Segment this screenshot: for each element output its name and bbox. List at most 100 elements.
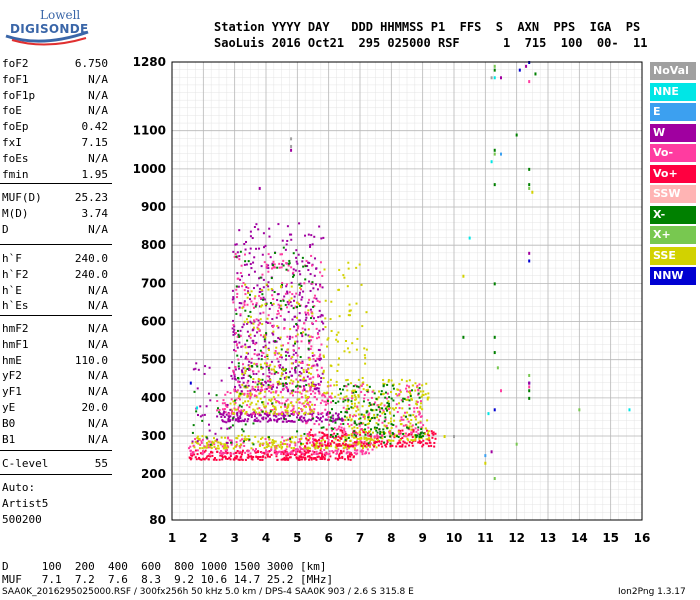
echo-dot [252,261,255,264]
echo-dot [305,438,308,441]
echo-dot [250,361,253,364]
echo-dot [407,434,410,437]
echo-dot [221,420,224,423]
param-value: 6.750 [74,57,108,70]
echo-dot [336,445,339,448]
echo-dot [301,389,304,392]
echo-dot [298,398,301,401]
echo-dot [255,318,258,321]
echo-dot [315,267,318,270]
echo-dot [239,335,242,338]
echo-dot [289,456,292,459]
echo-dot [250,401,253,404]
echo-dot [278,352,281,355]
echo-dot [294,390,297,393]
echo-dot [298,370,301,373]
param-row: yE 20.0 [2,401,108,416]
echo-dot [241,345,244,348]
echo-dot [265,417,268,420]
echo-point [490,160,493,164]
echo-dot [262,416,265,419]
echo-dot [305,399,308,402]
echo-dot [203,450,206,453]
echo-dot [259,420,262,423]
echo-dot [347,383,350,386]
echo-dot [347,418,350,421]
echo-dot [291,318,294,321]
echo-point [462,335,465,339]
echo-dot [296,391,299,394]
echo-dot [304,278,307,281]
echo-dot [373,426,376,429]
echo-dot [232,250,235,253]
echo-dot [234,252,237,255]
echo-dot [246,413,249,416]
echo-dot [362,422,365,425]
echo-dot [367,442,370,445]
echo-dot [197,438,200,441]
echo-dot [355,441,358,444]
echo-dot [318,431,321,434]
echo-dot [422,390,425,393]
param-value: N/A [88,151,108,165]
echo-dot [243,386,246,389]
echo-dot [353,420,356,423]
echo-dot [326,399,329,402]
echo-dot [431,436,434,439]
echo-dot [329,378,332,381]
echo-dot [312,452,315,455]
echo-dot [259,397,262,400]
echo-dot [366,437,369,440]
echo-dot [229,408,232,411]
echo-dot [291,293,294,296]
echo-dot [327,402,330,405]
echo-dot [333,419,336,422]
echo-dot [255,455,258,458]
echo-dot [214,447,217,450]
echo-dot [392,414,395,417]
echo-dot [406,418,409,421]
echo-dot [225,421,228,424]
echo-dot [230,398,233,401]
echo-dot [382,409,385,412]
echo-dot [375,441,378,444]
echo-dot [224,445,227,448]
echo-dot [290,362,293,365]
echo-dot [307,368,310,371]
echo-dot [257,378,260,381]
echo-dot [323,433,326,436]
echo-dot [258,305,261,308]
echo-dot [305,313,308,316]
echo-dot [292,252,295,255]
echo-dot [376,439,379,442]
echo-dot [273,372,276,375]
echo-dot [267,270,270,273]
plot-border [171,61,643,521]
echo-dot [257,457,260,460]
echo-dot [262,346,265,349]
echo-dot [198,437,201,440]
echo-dot [254,450,257,453]
echo-dot [247,379,250,382]
echo-dot [414,437,417,440]
echo-dot [386,408,389,411]
echo-dot [278,266,281,269]
echo-dot [229,402,232,405]
echo-dot [319,456,322,459]
echo-dot [414,389,417,392]
echo-dot [259,382,262,385]
echo-dot [311,352,314,355]
y-tick-label: 1100 [133,124,166,138]
echo-dot [242,381,245,384]
echo-dot [336,432,339,435]
echo-dot [201,447,204,450]
echo-dot [335,428,338,431]
echo-dot [364,428,367,431]
echo-dot [256,331,259,334]
echo-dot [276,381,279,384]
echo-dot [371,390,374,393]
echo-dot [277,444,280,447]
echo-dot [203,413,206,416]
echo-dot [286,225,289,228]
echo-dot [273,398,276,401]
